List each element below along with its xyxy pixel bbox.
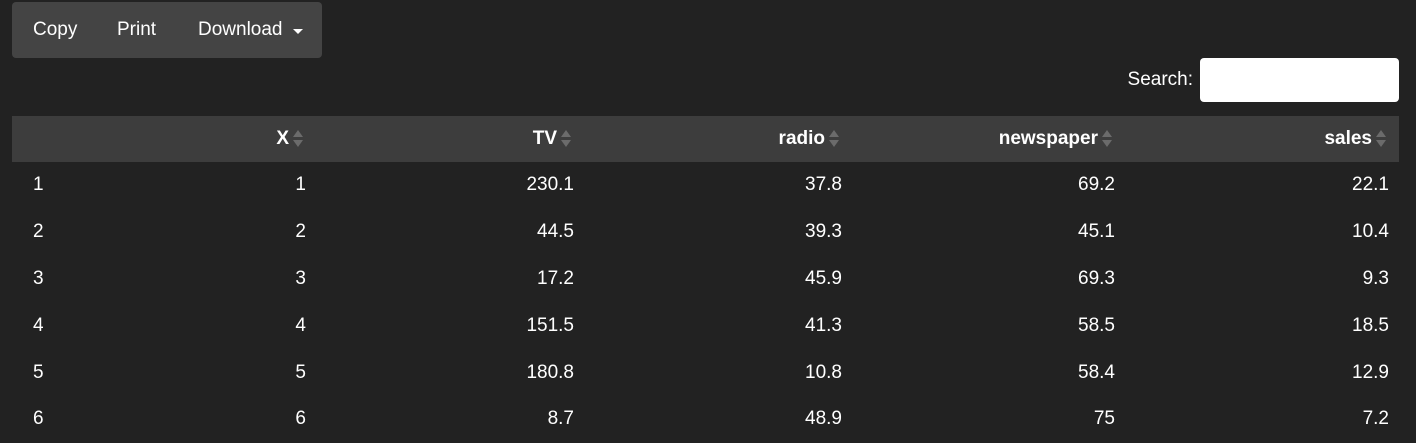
table-cell: 151.5	[526, 314, 574, 336]
sort-icon[interactable]	[293, 129, 303, 149]
column-header-sales[interactable]: sales	[1125, 116, 1399, 162]
print-button[interactable]: Print	[117, 19, 157, 40]
sort-icon[interactable]	[1102, 129, 1112, 149]
table-row: 6 6 8.7 48.9 75 7.2	[12, 396, 1399, 443]
table-cell: 39.3	[805, 221, 842, 243]
column-header-newspaper[interactable]: newspaper	[852, 116, 1125, 162]
download-button-label: Download	[198, 19, 283, 40]
column-header-label: radio	[778, 128, 825, 149]
table-cell: 2	[295, 221, 306, 243]
table-cell: 9.3	[1362, 267, 1389, 289]
table-cell: 12.9	[1352, 361, 1389, 383]
table-row: 5 5 180.8 10.8 58.4 12.9	[12, 349, 1399, 396]
search-label: Search:	[1127, 69, 1193, 90]
table-row: 1 1 230.1 37.8 69.2 22.1	[12, 162, 1399, 209]
row-name-cell: 1	[33, 174, 44, 196]
column-header-label: X	[276, 128, 289, 149]
table-cell: 45.1	[1078, 221, 1115, 243]
column-header-label: sales	[1324, 128, 1372, 149]
column-header-tv[interactable]: TV	[316, 116, 584, 162]
row-name-cell: 5	[33, 361, 44, 383]
column-header-x[interactable]: X	[76, 116, 316, 162]
data-table: X TV radio newspaper sales 1 1 230.1 37.8 69.2 22…	[12, 116, 1399, 443]
table-row: 2 2 44.5 39.3 45.1 10.4	[12, 209, 1399, 256]
table-cell: 10.8	[805, 361, 842, 383]
table-cell: 17.2	[537, 267, 574, 289]
table-cell: 1	[295, 174, 306, 196]
table-cell: 58.5	[1078, 314, 1115, 336]
table-cell: 7.2	[1362, 408, 1389, 430]
table-cell: 10.4	[1352, 221, 1389, 243]
table-cell: 58.4	[1078, 361, 1115, 383]
row-name-cell: 6	[33, 408, 44, 430]
table-cell: 48.9	[805, 408, 842, 430]
table-cell: 230.1	[526, 174, 574, 196]
row-name-cell: 3	[33, 267, 44, 289]
table-cell: 180.8	[526, 361, 574, 383]
table-cell: 75	[1093, 408, 1115, 430]
sort-icon[interactable]	[829, 129, 839, 149]
sort-icon[interactable]	[561, 129, 571, 149]
column-header-label: TV	[532, 128, 557, 149]
caret-down-icon	[292, 28, 303, 34]
row-name-cell: 4	[33, 314, 44, 336]
sort-icon[interactable]	[1376, 129, 1386, 149]
table-cell: 6	[295, 408, 306, 430]
table-cell: 69.2	[1078, 174, 1115, 196]
table-cell: 3	[295, 267, 306, 289]
table-row: 3 3 17.2 45.9 69.3 9.3	[12, 256, 1399, 303]
table-cell: 4	[295, 314, 306, 336]
table-header-row: X TV radio newspaper sales	[12, 116, 1399, 162]
export-button-group: Copy Print Download	[12, 2, 322, 58]
table-cell: 22.1	[1352, 174, 1389, 196]
column-header-label: newspaper	[998, 128, 1098, 149]
column-header-rownames	[12, 116, 76, 162]
row-name-cell: 2	[33, 221, 44, 243]
table-row: 4 4 151.5 41.3 58.5 18.5	[12, 302, 1399, 349]
search-box: Search:	[1128, 58, 1399, 102]
table-cell: 37.8	[805, 174, 842, 196]
table-cell: 5	[295, 361, 306, 383]
table-cell: 44.5	[537, 221, 574, 243]
table-cell: 41.3	[805, 314, 842, 336]
table-cell: 69.3	[1078, 267, 1115, 289]
download-button[interactable]: Download	[198, 2, 303, 58]
table-cell: 18.5	[1352, 314, 1389, 336]
search-input[interactable]	[1200, 58, 1399, 102]
table-cell: 8.7	[547, 408, 574, 430]
table-cell: 45.9	[805, 267, 842, 289]
column-header-radio[interactable]: radio	[584, 116, 852, 162]
copy-button[interactable]: Copy	[33, 19, 78, 40]
table-body: 1 1 230.1 37.8 69.2 22.1 2 2 44.5 39.3 45.1 10.4 3 3 1…	[12, 162, 1399, 443]
